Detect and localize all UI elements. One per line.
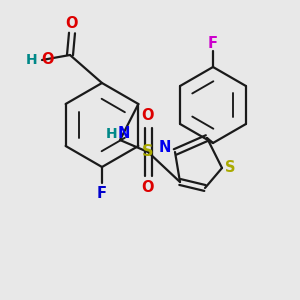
Text: H: H	[26, 53, 38, 67]
Text: O: O	[142, 109, 154, 124]
Text: O: O	[66, 16, 78, 31]
Text: H: H	[106, 127, 118, 141]
Text: S: S	[142, 145, 154, 160]
Text: S: S	[225, 160, 235, 175]
Text: F: F	[208, 35, 218, 50]
Text: N: N	[159, 140, 171, 155]
Text: N: N	[118, 127, 130, 142]
Text: F: F	[97, 185, 107, 200]
Text: O: O	[42, 52, 54, 68]
Text: O: O	[142, 181, 154, 196]
